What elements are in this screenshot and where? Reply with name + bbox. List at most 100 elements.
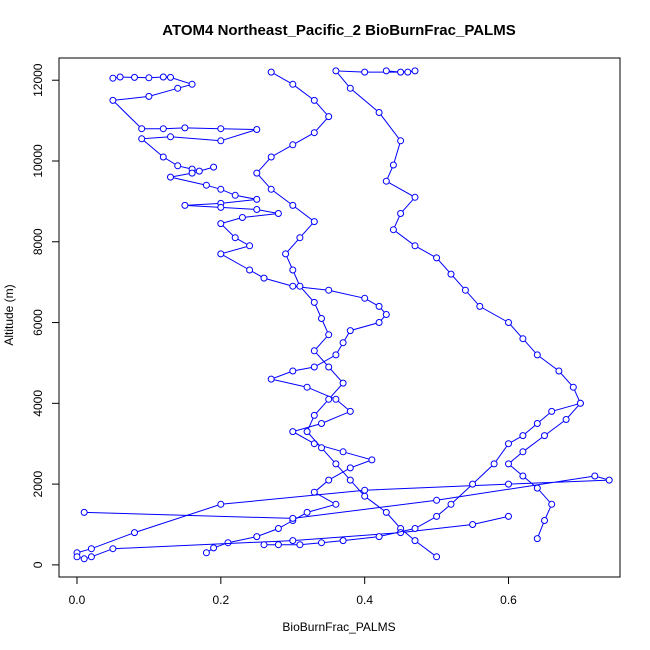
data-point	[289, 80, 297, 88]
data-point	[188, 169, 196, 177]
data-point	[109, 74, 117, 82]
data-point	[217, 250, 225, 258]
data-point	[548, 500, 556, 508]
data-point	[131, 529, 138, 537]
data-point	[253, 206, 261, 213]
x-tick-label: 0.4	[356, 593, 373, 607]
series-line	[334, 70, 581, 539]
data-point	[138, 135, 146, 143]
data-point	[159, 73, 167, 81]
series-line	[264, 402, 581, 546]
data-point	[469, 521, 477, 528]
series-line	[256, 71, 437, 558]
data-point	[325, 363, 333, 371]
data-point	[389, 161, 397, 169]
series-3	[332, 67, 584, 543]
data-point	[332, 351, 340, 359]
data-point	[296, 282, 304, 290]
data-point	[533, 351, 541, 359]
data-point	[167, 173, 174, 181]
chart-title: ATOM4 Northeast_Pacific_2 BioBurnFrac_PA…	[162, 22, 515, 39]
data-point	[310, 96, 318, 104]
data-point	[253, 169, 261, 177]
data-point	[433, 496, 441, 504]
data-point	[159, 125, 167, 133]
data-point	[210, 163, 218, 171]
data-point	[159, 153, 167, 161]
data-point	[361, 486, 369, 494]
data-point	[267, 375, 275, 383]
data-point	[325, 331, 333, 339]
data-point	[397, 210, 405, 217]
series-1	[109, 73, 390, 557]
series-2	[253, 68, 441, 561]
data-point	[274, 210, 282, 217]
data-point	[246, 266, 254, 274]
data-point	[411, 537, 419, 545]
series-line	[76, 475, 610, 560]
data-point	[569, 383, 577, 391]
y-tick-label: 6000	[31, 309, 45, 336]
data-point	[145, 92, 153, 100]
x-tick-label: 0.0	[69, 593, 86, 607]
data-point	[339, 379, 347, 387]
data-point	[533, 420, 541, 427]
data-point	[375, 319, 383, 326]
data-point	[447, 270, 455, 278]
x-tick-label: 0.6	[500, 593, 517, 607]
data-point	[310, 411, 318, 419]
data-point	[289, 428, 297, 436]
series-4	[73, 472, 613, 563]
data-point	[310, 347, 318, 355]
data-point	[267, 185, 275, 193]
data-point	[519, 472, 527, 480]
data-point	[310, 488, 318, 496]
data-point	[339, 537, 347, 545]
data-point	[433, 512, 441, 520]
data-point	[174, 162, 182, 170]
data-point	[253, 195, 261, 203]
data-point	[318, 444, 325, 452]
y-tick-label: 10000	[31, 144, 45, 178]
data-point	[310, 218, 318, 226]
data-point	[325, 476, 333, 484]
data-point	[303, 508, 311, 516]
data-point	[332, 67, 340, 75]
data-point	[217, 220, 225, 228]
data-point	[346, 464, 354, 472]
y-tick-label: 4000	[31, 390, 45, 417]
data-point	[433, 254, 441, 262]
data-point	[253, 126, 261, 133]
data-point	[202, 181, 210, 189]
data-point	[519, 448, 527, 456]
data-point	[461, 286, 469, 294]
data-point	[289, 514, 297, 522]
data-point	[375, 302, 383, 310]
data-point	[505, 460, 512, 468]
data-point	[210, 544, 218, 552]
data-point	[447, 500, 455, 508]
data-point	[346, 327, 354, 335]
data-point	[346, 476, 354, 484]
data-point	[533, 535, 541, 543]
x-axis: 0.0 0.2 0.4 0.6	[69, 576, 517, 607]
data-point	[274, 541, 282, 549]
data-point	[73, 553, 81, 561]
data-point	[433, 553, 441, 561]
data-point	[375, 533, 383, 541]
data-point	[318, 420, 325, 427]
y-tick-label: 0	[31, 561, 45, 568]
data-point	[289, 537, 297, 545]
data-point	[289, 266, 297, 274]
data-point	[246, 242, 254, 250]
data-point	[217, 125, 225, 133]
data-point	[404, 68, 412, 76]
y-tick-label: 8000	[31, 228, 45, 255]
data-point	[181, 124, 189, 132]
data-point	[174, 84, 182, 92]
data-point	[217, 203, 225, 211]
data-point	[346, 407, 354, 415]
data-point	[260, 541, 268, 549]
data-point	[469, 480, 477, 488]
